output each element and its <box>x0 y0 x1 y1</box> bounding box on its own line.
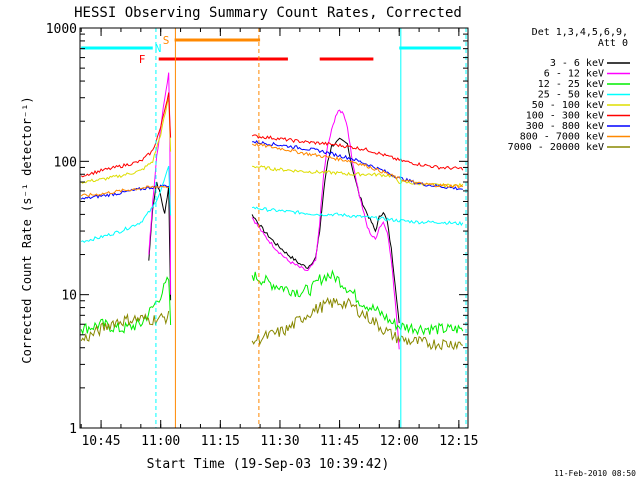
flag-n-label: N <box>155 42 162 55</box>
series-line-5 <box>80 92 464 178</box>
legend-header: Det 1,3,4,5,6,9, <box>532 27 628 38</box>
chart-title: HESSI Observing Summary Count Rates, Cor… <box>74 5 462 21</box>
x-tick-label: 11:15 <box>201 434 240 449</box>
series-line-3 <box>80 165 464 243</box>
legend-label: 25 - 50 keV <box>538 90 604 101</box>
axes: 10:45 11:00 11:15 11:30 11:45 12:00 12:15 1 10 10… <box>46 22 479 449</box>
y-tick-label: 1000 <box>46 22 77 37</box>
x-tick-label: 11:00 <box>141 434 180 449</box>
legend-label: 100 - 300 keV <box>526 111 604 122</box>
series-line-7 <box>80 142 464 197</box>
x-tick-label: 10:45 <box>81 434 120 449</box>
legend-header: Att 0 <box>598 38 628 49</box>
x-tick-label: 11:45 <box>320 434 359 449</box>
legend-label: 12 - 25 keV <box>538 79 604 90</box>
x-tick-label: 11:30 <box>260 434 299 449</box>
series-line-1 <box>148 72 400 350</box>
legend-label: 800 - 7000 keV <box>520 132 604 143</box>
series-line-4 <box>80 97 464 188</box>
flag-f-label: F <box>139 53 146 66</box>
observing-flags: SNF <box>81 34 461 66</box>
legend-label: 3 - 6 keV <box>550 58 604 69</box>
legend-label: 6 - 12 keV <box>544 69 604 80</box>
y-axis-label: Corrected Count Rate (s⁻¹ detector⁻¹) <box>20 96 34 363</box>
y-tick-label: 100 <box>54 155 77 170</box>
flag-s-label: S <box>163 34 170 47</box>
series-lines <box>80 72 464 351</box>
y-tick-label: 10 <box>61 289 77 304</box>
vertical-markers <box>155 28 467 428</box>
x-tick-label: 12:15 <box>439 434 478 449</box>
legend-label: 50 - 100 keV <box>532 100 604 111</box>
footer-timestamp: 11-Feb-2010 08:50 <box>554 469 636 478</box>
legend-label: 300 - 800 keV <box>526 121 604 132</box>
x-tick-label: 12:00 <box>380 434 419 449</box>
y-tick-label: 1 <box>69 422 77 437</box>
series-line-0 <box>148 137 400 324</box>
legend-label: 7000 - 20000 keV <box>508 142 604 153</box>
x-axis-label: Start Time (19-Sep-03 10:39:42) <box>147 457 390 472</box>
series-line-2 <box>80 269 464 336</box>
series-line-8 <box>80 296 463 351</box>
plot-frame <box>79 27 469 429</box>
